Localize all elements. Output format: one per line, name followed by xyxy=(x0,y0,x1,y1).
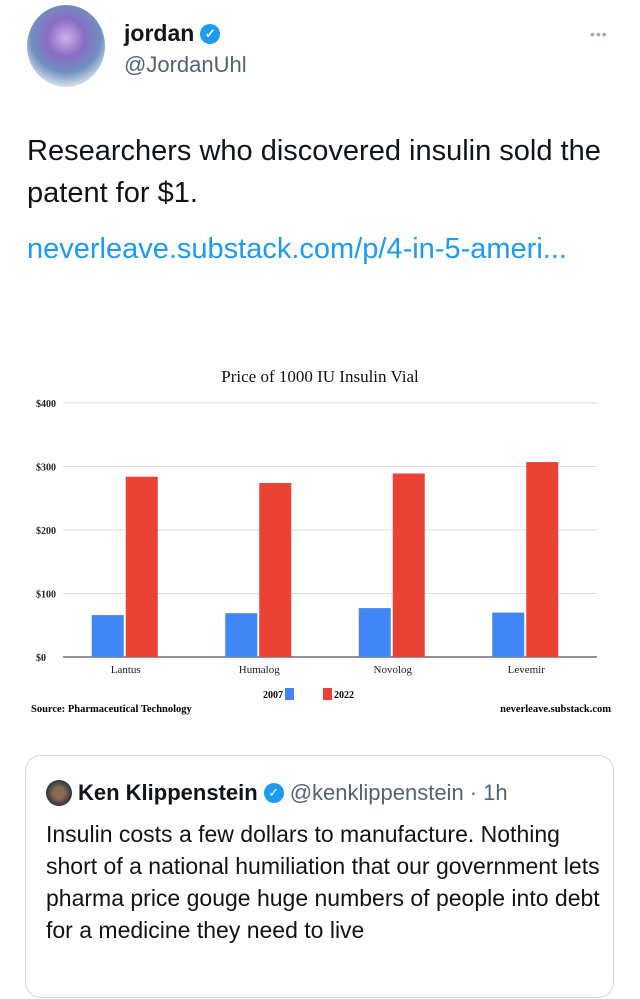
tweet-link[interactable]: neverleave.substack.com/p/4-in-5-ameri..… xyxy=(27,233,567,265)
chart-source: Source: Pharmaceutical Technology xyxy=(31,704,193,715)
legend-label-2007: 2007 xyxy=(263,690,283,701)
quote-avatar xyxy=(46,780,72,806)
bar-chart[interactable]: Price of 1000 IU Insulin Vial $0 $100 $200 $… xyxy=(0,355,640,725)
quote-handle: @kenklippenstein xyxy=(289,780,464,805)
y-tick-label: $200 xyxy=(36,526,56,537)
x-tick-label: Levemir xyxy=(508,664,546,676)
y-tick-label: $400 xyxy=(36,399,56,410)
y-tick-label: $0 xyxy=(36,653,46,664)
verified-badge-icon: ✓ xyxy=(263,783,284,803)
author-handle[interactable]: @JordanUhl xyxy=(124,52,247,77)
bar-2007-levemir xyxy=(492,612,525,657)
bar-2022-humalog xyxy=(259,483,292,657)
x-tick-label: Humalog xyxy=(239,664,280,676)
tweet-text: Researchers who discovered insulin sold … xyxy=(27,135,601,209)
chart-title: Price of 1000 IU Insulin Vial xyxy=(221,367,419,386)
bar-2022-levemir xyxy=(526,462,559,657)
bar-2007-novolog xyxy=(358,608,391,657)
bar-2022-novolog xyxy=(392,473,425,657)
bar-2022-lantus xyxy=(125,476,158,657)
x-tick-label: Novolog xyxy=(374,664,413,676)
verified-badge-icon: ✓ xyxy=(200,23,221,44)
x-tick-label: Lantus xyxy=(111,664,141,676)
avatar[interactable] xyxy=(27,5,105,87)
legend-swatch-2022 xyxy=(323,688,332,700)
author-name[interactable]: jordan ✓ xyxy=(124,20,221,47)
chart-credit: neverleave.substack.com xyxy=(500,704,611,715)
more-options-icon[interactable]: ••• xyxy=(590,26,608,42)
quote-author-name: Ken Klippenstein xyxy=(78,780,258,805)
bar-2007-lantus xyxy=(91,615,124,657)
y-tick-label: $300 xyxy=(36,463,56,474)
bar-2007-humalog xyxy=(225,613,258,657)
legend-swatch-2007 xyxy=(285,688,294,700)
quote-text: Insulin costs a few dollars to manufactu… xyxy=(46,821,600,943)
y-tick-label: $100 xyxy=(36,590,56,601)
legend-label-2022: 2022 xyxy=(334,690,354,701)
quoted-tweet[interactable]: Ken Klippenstein ✓ @kenklippenstein · 1h… xyxy=(25,755,614,998)
quote-time: · 1h xyxy=(469,780,508,805)
